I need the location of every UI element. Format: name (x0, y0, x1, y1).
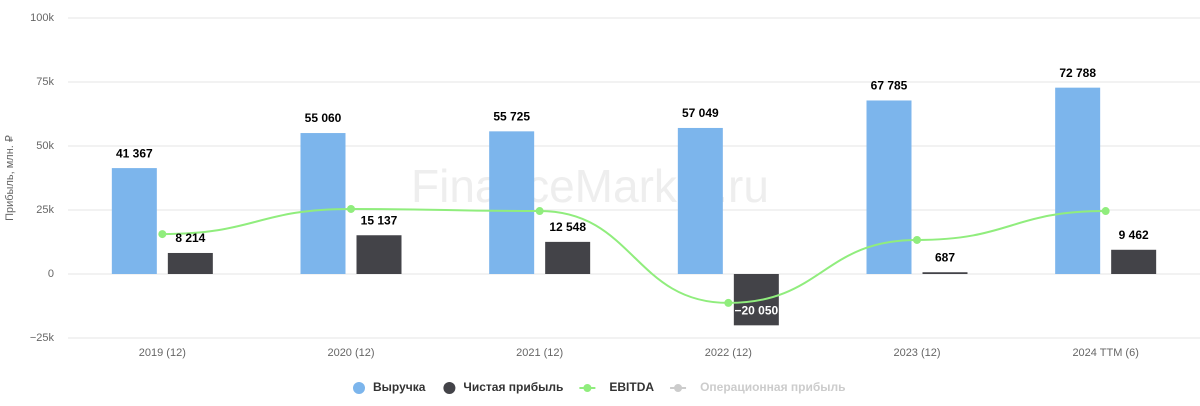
bar (545, 241, 591, 274)
legend-item[interactable]: EBITDA (579, 380, 654, 394)
x-tick-label: 2021 (12) (516, 347, 563, 359)
y-tick-label: 0 (48, 268, 54, 280)
x-tick-label: 2019 (12) (139, 347, 186, 359)
bar (1055, 87, 1101, 274)
legend-symbol (583, 384, 592, 392)
x-tick-label: 2024 TTM (6) (1072, 347, 1138, 359)
legend-item[interactable]: Чистая прибыль (443, 380, 563, 394)
line (162, 207, 1106, 304)
data-label: 687 (935, 250, 955, 264)
data-label: 15 137 (361, 213, 398, 227)
legend-symbol (353, 382, 365, 394)
y-tick-label: 50k (36, 140, 54, 152)
bar (300, 133, 346, 274)
legend-item[interactable]: Операционная прибыль (670, 380, 846, 394)
line-point (913, 235, 921, 244)
bar (489, 131, 535, 274)
x-tick-label: 2023 (12) (893, 347, 940, 359)
line-point (535, 207, 544, 216)
legend-symbol (443, 382, 456, 394)
legend-label: Операционная прибыль (700, 380, 845, 394)
y-tick-label: 100k (30, 12, 54, 24)
bar (922, 272, 968, 274)
data-label: 57 049 (682, 106, 719, 120)
data-label: 72 788 (1059, 66, 1096, 80)
y-tick-label: 25k (36, 204, 54, 216)
y-tick-label: 75k (36, 76, 54, 88)
x-tick-label: 2022 (12) (705, 347, 752, 359)
bar (111, 168, 157, 274)
x-tick-label: 2020 (12) (327, 347, 374, 359)
line-point (724, 298, 733, 307)
bar (356, 235, 402, 274)
y-axis-title: Прибыль, млн. ₽ (4, 135, 16, 221)
data-label: 67 785 (871, 79, 908, 93)
legend-label: Чистая прибыль (463, 380, 563, 394)
data-label: 55 725 (493, 110, 530, 124)
data-label: −20 050 (734, 303, 778, 317)
y-tick-label: −25k (30, 332, 55, 344)
bar (677, 127, 723, 274)
line-point (347, 204, 355, 213)
data-label: 8 214 (175, 231, 205, 245)
line-point (1101, 207, 1110, 216)
bar (733, 274, 779, 326)
bar (1111, 249, 1157, 274)
bar (866, 100, 912, 274)
data-label: 12 548 (549, 220, 586, 234)
legend-symbol (674, 384, 683, 392)
legend-label: EBITDA (609, 380, 654, 394)
data-label: 41 367 (116, 146, 153, 160)
legend-label: Выручка (373, 380, 426, 394)
data-label: 55 060 (305, 111, 342, 125)
legend-item[interactable]: Выручка (353, 380, 426, 394)
line-point (158, 230, 167, 239)
bar (167, 252, 213, 274)
data-label: 9 462 (1119, 228, 1149, 242)
